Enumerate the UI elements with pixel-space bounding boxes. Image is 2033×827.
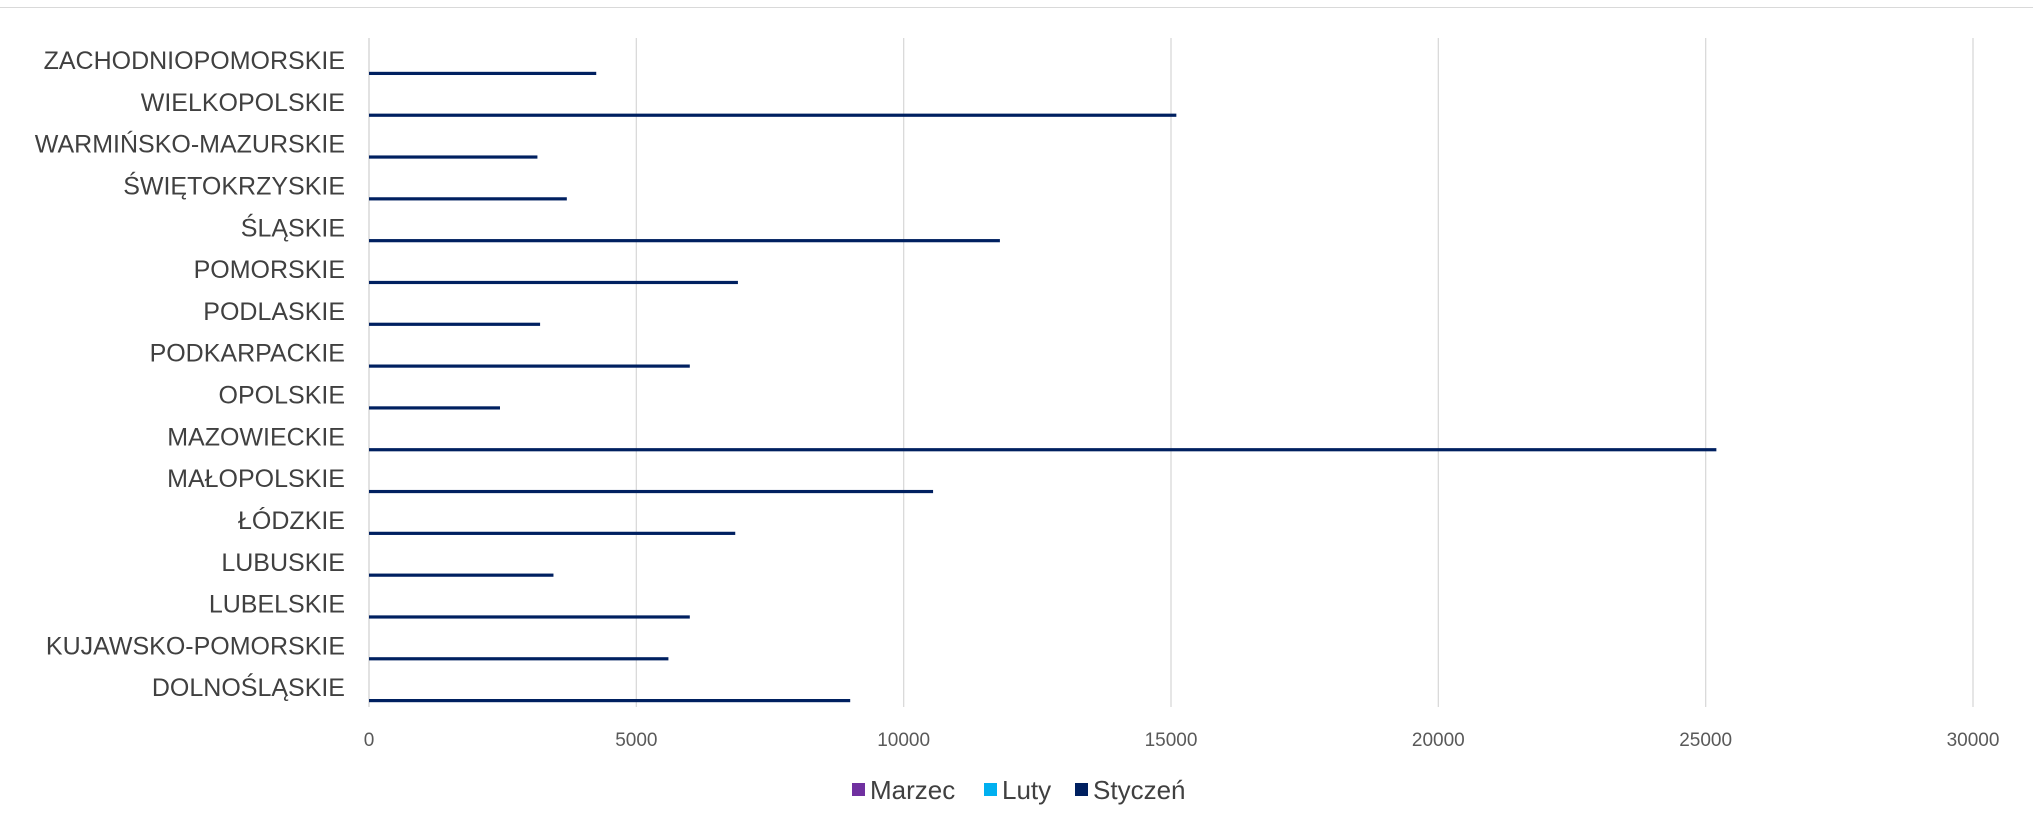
x-tick-label: 15000 <box>1145 730 1198 751</box>
category-label: MAZOWIECKIE <box>167 423 345 451</box>
x-tick-label: 5000 <box>615 730 657 751</box>
bar-styczeń <box>369 113 1177 117</box>
bar-styczeń <box>369 699 851 703</box>
x-tick-label: 10000 <box>877 730 930 751</box>
category-label: ŁÓDZKIE <box>238 506 345 535</box>
bar-styczeń <box>369 657 669 661</box>
bar-styczeń <box>369 71 597 76</box>
gridlines <box>368 38 1974 707</box>
bar-styczeń <box>369 615 690 619</box>
category-label: PODKARPACKIE <box>150 340 345 368</box>
category-label: ZACHODNIOPOMORSKIE <box>44 47 345 75</box>
legend-swatch-marzec <box>852 783 865 796</box>
bar-styczeń <box>369 197 567 201</box>
top-divider <box>0 7 2033 8</box>
bar-styczeń <box>369 322 541 326</box>
category-label: LUBELSKIE <box>209 591 345 619</box>
category-label: WARMIŃSKO-MAZURSKIE <box>35 130 345 159</box>
category-label: KUJAWSKO-POMORSKIE <box>46 632 345 660</box>
bar-styczeń <box>369 280 738 285</box>
legend: Marzec Luty Styczeń <box>852 775 1186 805</box>
category-label: LUBUSKIE <box>221 549 345 577</box>
legend-label: Luty <box>1002 775 1051 805</box>
category-label: ŚWIĘTOKRZYSKIE <box>123 170 345 200</box>
bar-styczeń <box>369 364 690 368</box>
bar-styczeń <box>369 489 934 494</box>
legend-label: Styczeń <box>1093 775 1186 805</box>
category-label: WIELKOPOLSKIE <box>141 89 345 117</box>
category-label: POMORSKIE <box>194 256 345 284</box>
category-label: ŚLĄSKIE <box>241 212 345 242</box>
x-tick-label: 20000 <box>1412 730 1465 751</box>
x-tick-label: 0 <box>364 730 375 751</box>
bar-styczeń <box>369 155 538 159</box>
bar-styczeń <box>369 406 500 410</box>
category-label: DOLNOŚLĄSKIE <box>152 672 345 702</box>
bar-styczeń <box>369 239 1000 243</box>
legend-swatch-luty <box>984 783 997 796</box>
bars <box>369 71 1717 703</box>
bar-styczeń <box>369 573 554 577</box>
bar-styczeń <box>369 531 736 535</box>
x-tick-labels: 0 5000 10000 15000 20000 25000 30000 <box>364 730 2000 751</box>
x-tick-label: 25000 <box>1679 730 1732 751</box>
bar-styczeń <box>369 448 1717 452</box>
category-label: PODLASKIE <box>203 298 345 326</box>
x-tick-label: 30000 <box>1947 730 2000 751</box>
legend-label: Marzec <box>870 775 955 805</box>
category-label: MAŁOPOLSKIE <box>167 465 345 493</box>
category-labels: DOLNOŚLĄSKIE KUJAWSKO-POMORSKIE LUBELSKIE L… <box>35 47 345 702</box>
category-label: OPOLSKIE <box>219 382 345 410</box>
legend-swatch-styczeń <box>1075 783 1088 796</box>
